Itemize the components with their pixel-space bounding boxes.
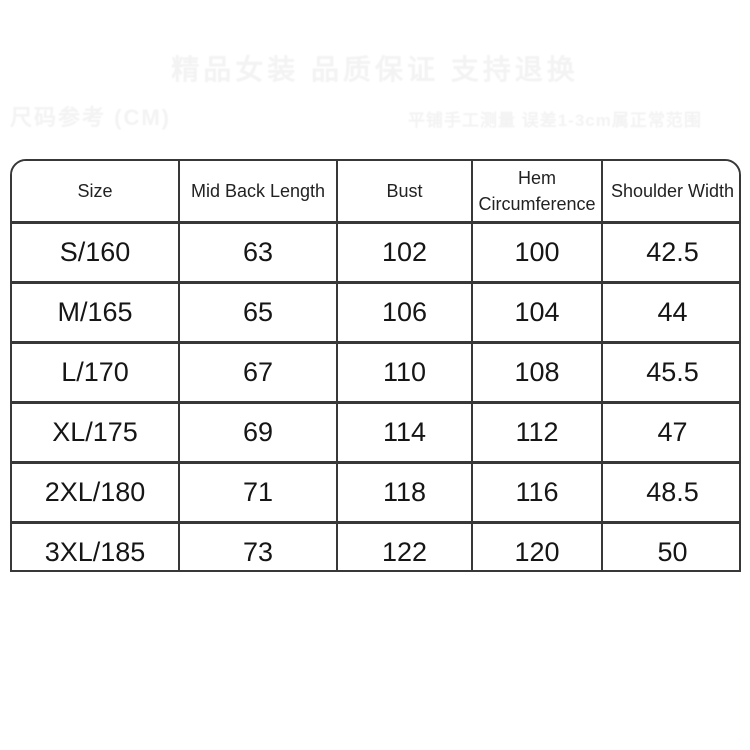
table-row: XL/175 69 114 112 47	[12, 402, 739, 464]
mid-back-length-cell: 69	[179, 402, 338, 464]
watermark-top-text: 精品女装 品质保证 支持退换	[171, 54, 579, 85]
shoulder-width-cell: 47	[602, 402, 739, 464]
header-row: Size Mid Back Length Bust Hem Circumference…	[12, 161, 739, 224]
mid-back-length-cell: 63	[179, 222, 338, 284]
size-label-cell: S/160	[12, 222, 180, 284]
bust-cell: 114	[337, 402, 473, 464]
column-header-shoulder-width: Shoulder Width	[602, 161, 739, 224]
bust-cell: 106	[337, 282, 473, 344]
shoulder-width-cell: 42.5	[602, 222, 739, 284]
column-header-mid-back-length: Mid Back Length	[179, 161, 338, 224]
size-label-cell: 2XL/180	[12, 462, 180, 524]
size-chart-header: Size Mid Back Length Bust Hem Circumference…	[12, 161, 739, 224]
mid-back-length-cell: 65	[179, 282, 338, 344]
mid-back-length-cell: 67	[179, 342, 338, 404]
hem-circumference-cell: 108	[472, 342, 603, 404]
shoulder-width-cell: 48.5	[602, 462, 739, 524]
column-header-hem-circumference: Hem Circumference	[472, 161, 603, 224]
mid-back-length-cell: 71	[179, 462, 338, 524]
shoulder-width-cell: 45.5	[602, 342, 739, 404]
hem-circumference-cell: 100	[472, 222, 603, 284]
shoulder-width-cell: 44	[602, 282, 739, 344]
table-row: L/170 67 110 108 45.5	[12, 342, 739, 404]
column-header-size: Size	[12, 161, 180, 224]
size-chart-body: S/160 63 102 100 42.5 M/165 65 106 104 44 L/170 67 1…	[12, 222, 739, 570]
size-chart-table: Size Mid Back Length Bust Hem Circumference…	[12, 161, 739, 570]
hem-circumference-cell: 120	[472, 522, 603, 570]
hem-circumference-cell: 116	[472, 462, 603, 524]
watermark-measurement-note: 平铺手工测量 误差1-3cm属正常范围	[408, 111, 702, 130]
table-row: M/165 65 106 104 44	[12, 282, 739, 344]
table-row: 3XL/185 73 122 120 50	[12, 522, 739, 570]
size-label-cell: 3XL/185	[12, 522, 180, 570]
size-chart-table-container: Size Mid Back Length Bust Hem Circumference…	[10, 159, 741, 572]
table-row: 2XL/180 71 118 116 48.5	[12, 462, 739, 524]
size-label-cell: M/165	[12, 282, 180, 344]
size-label-cell: XL/175	[12, 402, 180, 464]
size-label-cell: L/170	[12, 342, 180, 404]
column-header-bust: Bust	[337, 161, 473, 224]
mid-back-length-cell: 73	[179, 522, 338, 570]
table-row: S/160 63 102 100 42.5	[12, 222, 739, 284]
bust-cell: 110	[337, 342, 473, 404]
watermark-unit-label: 尺码参考 (CM)	[10, 105, 171, 130]
bust-cell: 122	[337, 522, 473, 570]
bust-cell: 102	[337, 222, 473, 284]
shoulder-width-cell: 50	[602, 522, 739, 570]
hem-circumference-cell: 112	[472, 402, 603, 464]
bust-cell: 118	[337, 462, 473, 524]
hem-circumference-cell: 104	[472, 282, 603, 344]
